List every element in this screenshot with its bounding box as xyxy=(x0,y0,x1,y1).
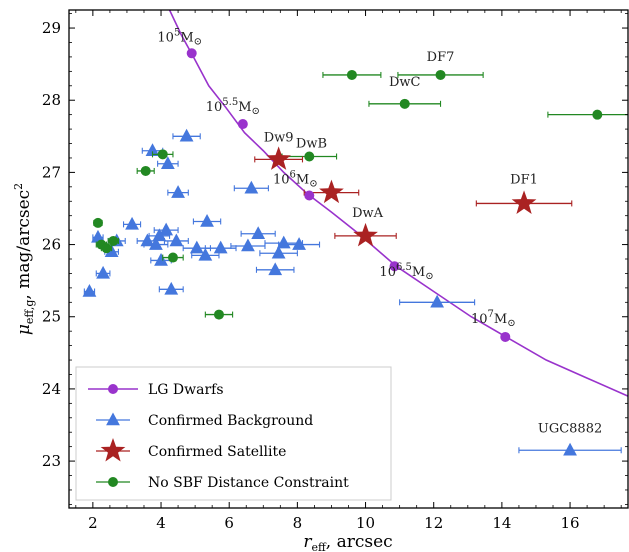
y-tick-label: 25 xyxy=(42,308,61,326)
background-point xyxy=(152,228,167,242)
lg-dwarf-point xyxy=(186,48,197,59)
x-tick-label: 2 xyxy=(88,514,98,532)
satellite-label: DwB xyxy=(296,137,327,152)
nosbf-point xyxy=(304,151,315,162)
lg-dwarf-point xyxy=(500,331,511,342)
background-point xyxy=(292,237,306,250)
background-point xyxy=(160,156,175,169)
lg-dwarf-point xyxy=(389,261,400,272)
background-point xyxy=(271,245,286,259)
background-point xyxy=(140,233,155,247)
background-point xyxy=(164,281,179,295)
legend-label: Confirmed Satellite xyxy=(148,444,286,460)
x-tick-label: 14 xyxy=(492,514,511,532)
satellite-label: Dw9 xyxy=(264,130,294,145)
mass-label: 106M⊙ xyxy=(273,169,318,189)
background-point xyxy=(91,229,105,243)
satellite-label: DF1 xyxy=(510,172,538,187)
satellite-label: DwA xyxy=(352,206,384,221)
background-point xyxy=(430,294,445,308)
nosbf-point xyxy=(140,165,151,176)
background-point xyxy=(563,442,577,456)
background-point xyxy=(82,283,97,297)
legend-marker xyxy=(108,477,118,487)
nosbf-point xyxy=(101,243,112,254)
legend-marker xyxy=(100,438,126,462)
background-point xyxy=(244,180,259,194)
mass-label: 105M⊙ xyxy=(157,27,202,47)
y-tick-label: 26 xyxy=(42,236,61,254)
annotation-label: DwC xyxy=(389,75,421,90)
satellite-point xyxy=(319,179,344,204)
legend-marker xyxy=(106,412,120,426)
background-label: UGC8882 xyxy=(538,421,602,436)
legend-marker xyxy=(108,384,118,394)
nosbf-point xyxy=(592,109,603,120)
y-tick-label: 29 xyxy=(42,19,61,37)
mass-label: 106.5M⊙ xyxy=(379,262,433,282)
satellite-point xyxy=(266,146,291,170)
nosbf-label: DF7 xyxy=(427,50,455,65)
background-point xyxy=(149,237,163,250)
legend-label: No SBF Distance Constraint xyxy=(148,475,349,491)
legend: LG Dwarfs Confirmed Background Confirmed S… xyxy=(75,366,392,501)
nosbf-point xyxy=(435,69,446,80)
nosbf-point xyxy=(92,217,103,228)
background-point xyxy=(213,240,228,254)
nosbf-point xyxy=(399,98,410,109)
background-point xyxy=(154,252,168,266)
background-point xyxy=(145,143,160,156)
background-point xyxy=(159,222,174,236)
background-point xyxy=(276,235,291,249)
x-tick-label: 4 xyxy=(156,514,166,532)
lg-dwarfs-curve xyxy=(168,10,628,397)
y-tick-label: 28 xyxy=(42,91,61,109)
background-point xyxy=(200,213,214,227)
background-point xyxy=(251,226,266,239)
mass-label: 105.5M⊙ xyxy=(206,97,260,117)
lg-dwarf-point xyxy=(237,119,248,130)
background-point xyxy=(268,262,283,276)
x-tick-label: 8 xyxy=(293,514,303,532)
plot-area: UGC8882 DF7 Dw9 DwB DwA DF1 DwC 105M⊙ 105.5M⊙ 106… xyxy=(82,10,628,456)
x-tick-label: 12 xyxy=(424,514,443,532)
nosbf-point xyxy=(167,252,178,263)
legend-label: LG Dwarfs xyxy=(148,382,224,398)
satellite-point xyxy=(511,190,537,214)
x-tick-label: 6 xyxy=(224,514,234,532)
background-point xyxy=(171,185,185,198)
y-tick-label: 23 xyxy=(42,452,61,470)
nosbf-point xyxy=(346,69,357,80)
background-point xyxy=(96,265,110,279)
nosbf-point xyxy=(157,149,168,160)
background-point xyxy=(241,238,255,252)
y-axis-title: μeff,g, mag/arcsec2 xyxy=(12,183,36,335)
background-point xyxy=(198,247,213,261)
lg-dwarf-point xyxy=(304,190,315,201)
background-point xyxy=(179,128,194,142)
x-tick-label: 10 xyxy=(356,514,375,532)
nosbf-point xyxy=(108,235,119,246)
satellite-point xyxy=(353,222,378,247)
x-axis-title: reff, arcsec xyxy=(303,532,392,552)
background-point xyxy=(125,216,139,230)
background-point xyxy=(189,240,204,254)
background-point xyxy=(169,233,184,247)
legend-label: Confirmed Background xyxy=(148,413,313,429)
nosbf-point xyxy=(213,309,224,320)
y-tick-label: 27 xyxy=(42,163,61,181)
x-tick-label: 16 xyxy=(561,514,580,532)
y-tick-label: 24 xyxy=(42,380,61,398)
mass-label: 107M⊙ xyxy=(471,309,516,329)
